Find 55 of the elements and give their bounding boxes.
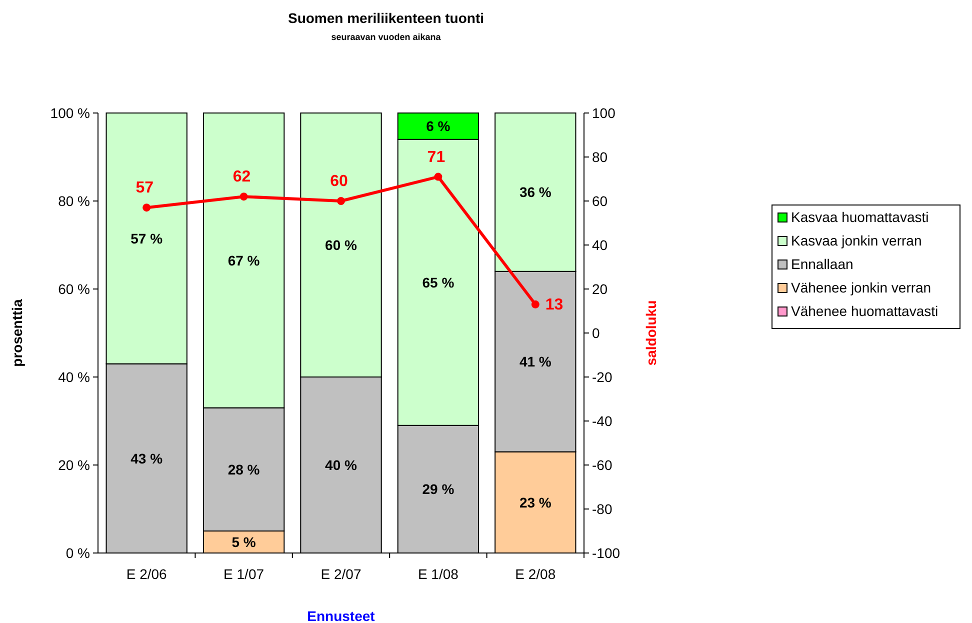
data-label: 6 %: [426, 118, 451, 134]
x-tick-label: E 1/08: [418, 566, 459, 582]
legend-label: Vähenee huomattavasti: [791, 303, 938, 319]
y-tick-label: 20 %: [58, 457, 90, 473]
chart-title: Suomen meriliikenteen tuonti: [288, 10, 484, 26]
y-axis-title: prosenttia: [9, 298, 25, 367]
point: [434, 172, 442, 181]
data-label: 28 %: [228, 461, 260, 478]
data-label: 62: [232, 168, 251, 186]
data-label: 71: [427, 148, 446, 166]
y2-tick-label: -20: [592, 369, 612, 385]
data-label: 60: [330, 173, 348, 190]
data-label: 60 %: [325, 237, 358, 253]
x-axis-title: Ennusteet: [307, 608, 376, 623]
data-label: 43 %: [130, 450, 164, 466]
legend-label: Kasvaa jonkin verran: [791, 232, 922, 248]
x-tick-label: E 2/06: [126, 566, 168, 582]
data-label: 40 %: [325, 457, 358, 473]
y-tick-label: 0 %: [66, 545, 90, 561]
data-label: 23 %: [519, 494, 552, 510]
data-label: 67 %: [228, 252, 260, 268]
y2-tick-label: -60: [592, 457, 612, 473]
chart-subtitle: seuraavan vuoden aikana: [331, 32, 442, 42]
legend-label: Kasvaa huomattavasti: [791, 209, 929, 225]
data-label: 57: [136, 180, 154, 197]
point: [531, 300, 540, 308]
y2-tick-label: -40: [592, 413, 612, 429]
data-label: 57 %: [130, 230, 164, 246]
point: [337, 197, 345, 205]
y2-tick-label: 20: [592, 281, 608, 297]
legend-label: Vähenee jonkin verran: [791, 280, 932, 296]
data-label: 13: [545, 296, 564, 314]
x-tick-label: E 2/08: [515, 566, 556, 582]
y-tick-label: 40 %: [58, 369, 90, 385]
y2-tick-label: 80: [592, 149, 608, 165]
y2-tick-label: 40: [592, 237, 608, 253]
data-label: 65 %: [422, 274, 455, 290]
y2-tick-label: -100: [592, 545, 620, 561]
y2-tick-label: 100: [592, 105, 616, 121]
y-tick-label: 60 %: [58, 281, 90, 297]
y2-tick-label: -80: [592, 501, 612, 517]
data-label: 5 %: [232, 534, 256, 550]
data-label: 36 %: [519, 184, 552, 200]
point: [240, 192, 248, 201]
x-tick-label: E 1/07: [224, 566, 264, 582]
y2-tick-label: 60: [592, 193, 608, 209]
data-label: 29 %: [422, 481, 455, 498]
data-label: 41 %: [519, 354, 552, 370]
y-tick-label: 80 %: [58, 193, 90, 209]
y2-tick-label: 0: [592, 325, 600, 341]
point: [142, 204, 151, 212]
x-tick-label: E 2/07: [320, 566, 362, 582]
y-tick-label: 100 %: [50, 105, 90, 121]
legend-label: Ennallaan: [791, 256, 854, 272]
y2-axis-title: saldoluku: [643, 300, 659, 366]
